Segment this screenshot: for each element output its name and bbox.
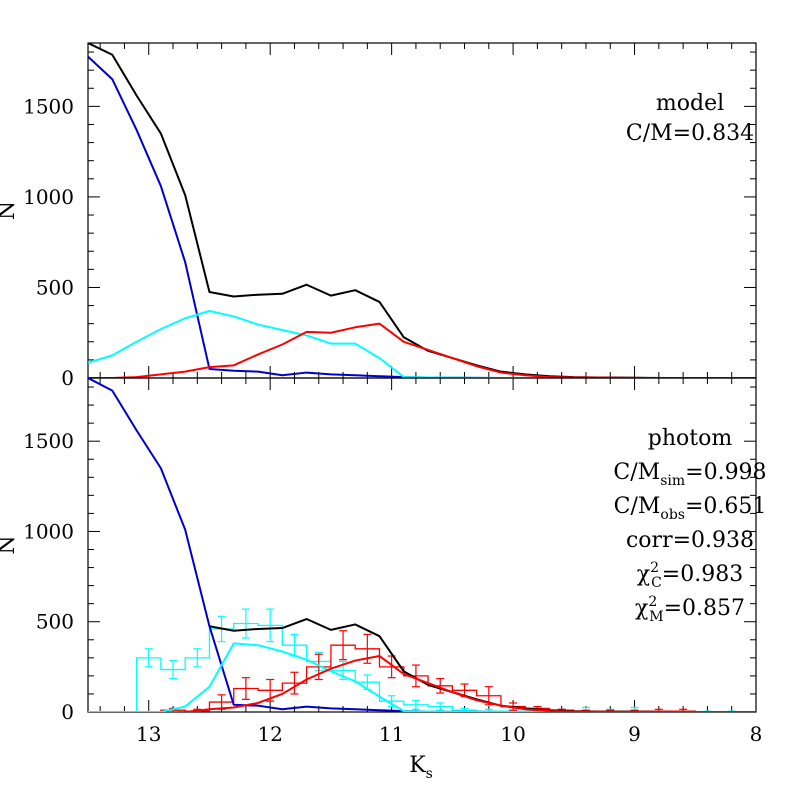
annotation-line: C/M=0.834 [626, 121, 754, 146]
x-tick-label: 12 [257, 722, 282, 746]
annotation-text: M [649, 609, 663, 625]
x-tick-label: 11 [379, 722, 404, 746]
x-axis-title: Ks [409, 753, 433, 782]
annotation-text: photom [648, 426, 733, 451]
error-bar [290, 671, 299, 695]
panel-photom: 0500100015001312111098NphotomC/Msim=0.99… [0, 377, 767, 746]
annotation-text: obs [660, 507, 685, 523]
y-axis-title: N [0, 535, 20, 554]
y-tick-label: 1000 [23, 519, 74, 543]
error-bar [241, 677, 250, 700]
y-tick-label: 500 [36, 610, 74, 634]
annotation-line: C/Msim=0.998 [613, 460, 766, 489]
annotation-text: C/M [614, 494, 661, 519]
x-axis-title-subscript: s [426, 766, 433, 782]
y-tick-label: 1500 [23, 94, 74, 118]
annotation-line: corr=0.938 [626, 528, 754, 553]
y-tick-label: 1500 [23, 429, 74, 453]
error-bar [411, 699, 420, 710]
annotation-text: χ [635, 596, 648, 621]
error-bar [436, 677, 445, 694]
error-bar [411, 664, 420, 688]
series-line [185, 655, 756, 712]
annotation-text: corr=0.938 [626, 528, 754, 553]
y-tick-label: 0 [61, 366, 74, 390]
annotation-text: =0.998 [685, 460, 766, 485]
annotation-text: =0.983 [662, 562, 743, 587]
x-axis-title-main: K [409, 753, 426, 778]
annotation-line: photom [648, 426, 733, 451]
annotation-text: =0.651 [685, 494, 766, 519]
annotation-text: =0.857 [664, 596, 745, 621]
annotation-text: 2 [650, 560, 659, 576]
y-tick-label: 1000 [23, 185, 74, 209]
y-tick-label: 500 [36, 275, 74, 299]
annotation-text: 2 [648, 594, 657, 610]
error-bar [339, 630, 348, 661]
annotation-line: C/Mobs=0.651 [614, 494, 767, 523]
annotation-line: χ2 M=0.857 [635, 594, 745, 625]
error-bar [169, 659, 178, 680]
x-axis-title-text: Ks [409, 753, 433, 782]
annotation-text: C/M=0.834 [626, 121, 754, 146]
x-tick-label: 13 [136, 722, 161, 746]
annotation-text: C [651, 575, 662, 591]
series-line [88, 642, 756, 712]
series-line [88, 322, 756, 378]
annotation-text: χ [637, 562, 650, 587]
annotation-text: sim [660, 473, 685, 489]
annotation-line: χ2 C=0.983 [637, 560, 743, 591]
x-tick-label: 8 [750, 722, 763, 746]
annotation-text: model [656, 91, 724, 116]
error-bar [266, 608, 275, 643]
error-bar [314, 653, 323, 681]
error-bar [144, 648, 153, 668]
y-tick-label: 0 [61, 700, 74, 724]
annotation-line: model [656, 91, 724, 116]
annotation-text: C/M [613, 460, 660, 485]
error-bar [193, 648, 202, 668]
x-tick-label: 10 [500, 722, 525, 746]
x-tick-label: 9 [628, 722, 641, 746]
y-axis-title: N [0, 201, 20, 220]
error-bar [436, 702, 445, 711]
plot-area [88, 378, 756, 712]
error-bar [241, 608, 250, 639]
